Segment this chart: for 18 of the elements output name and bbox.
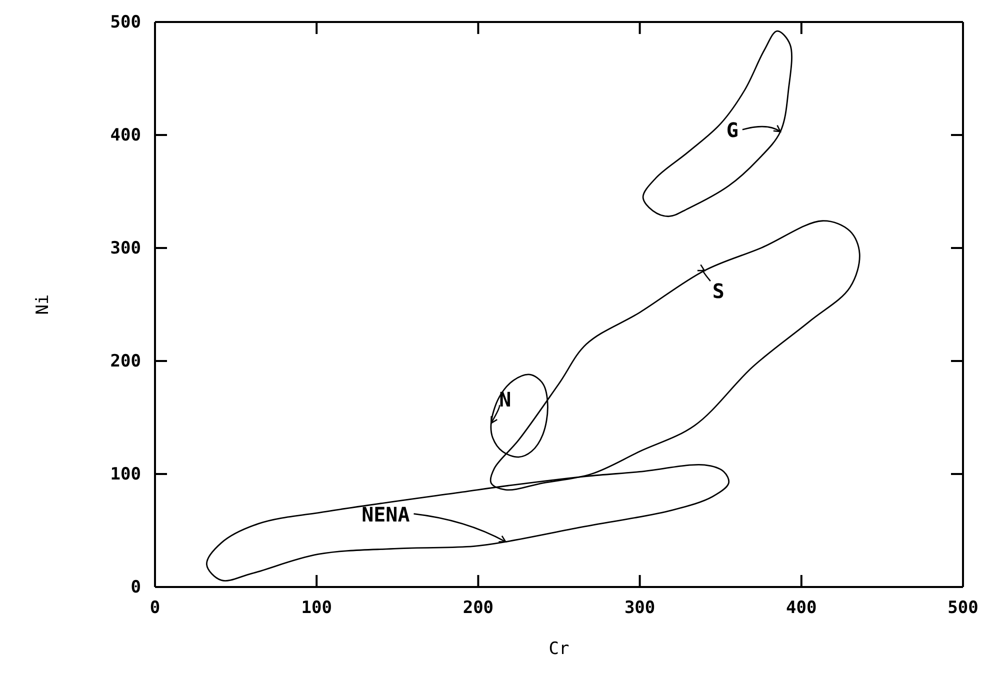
y-tick-label: 200 xyxy=(110,351,141,372)
y-tick-label: 500 xyxy=(110,12,141,32)
x-tick-label: 400 xyxy=(786,598,817,618)
x-tick-label: 100 xyxy=(301,598,332,618)
annotation: NENA xyxy=(362,502,410,526)
y-axis-title: Ni xyxy=(33,294,53,315)
x-tick-label: 0 xyxy=(150,598,160,618)
y-tick-label: 400 xyxy=(110,125,141,146)
annotation: N xyxy=(499,388,512,412)
y-tick-label: 100 xyxy=(110,464,141,484)
x-tick-label: 200 xyxy=(462,598,494,618)
annotation: S xyxy=(712,279,724,304)
x-axis-title: Cr xyxy=(548,639,570,659)
annotation: G xyxy=(726,118,738,142)
y-tick-label: 0 xyxy=(130,577,141,598)
y-tick-label: 300 xyxy=(110,238,141,258)
x-tick-label: 300 xyxy=(624,598,656,618)
x-tick-label: 500 xyxy=(948,598,978,618)
